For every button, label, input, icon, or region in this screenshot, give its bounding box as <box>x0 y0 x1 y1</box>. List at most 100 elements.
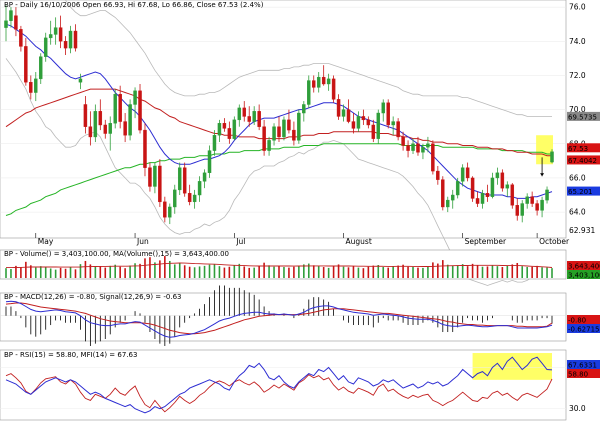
price-panel: BP - Daily 16/10/2006 Open 66.93, Hi 67.… <box>0 0 600 286</box>
candle-body <box>187 193 192 203</box>
candle <box>212 130 217 156</box>
candle-body <box>490 177 495 197</box>
candle <box>505 181 510 197</box>
candle <box>143 123 147 177</box>
candle-body <box>272 126 276 141</box>
ma20-line <box>5 23 553 199</box>
candle <box>282 116 286 141</box>
candle-body <box>177 167 182 191</box>
candle-body <box>237 107 242 121</box>
price-x-label: September <box>465 237 507 246</box>
candle <box>530 191 534 207</box>
candle <box>341 104 346 122</box>
candle-body <box>485 193 490 197</box>
candle <box>133 87 137 119</box>
candle <box>421 143 425 160</box>
candle <box>535 200 539 216</box>
price-label-close-bg <box>567 143 600 153</box>
candle <box>63 36 68 55</box>
candle <box>252 106 256 125</box>
macd-panel: BP - MACD(12,26) = -0.80, Signal(12,26,9… <box>0 285 600 346</box>
candle <box>128 99 132 141</box>
candle <box>361 109 366 125</box>
candle-body <box>316 76 321 88</box>
macd-label-signal-bg <box>567 324 600 333</box>
candle <box>108 116 112 151</box>
candle <box>242 101 246 122</box>
candle <box>431 140 435 175</box>
candle <box>312 75 316 93</box>
candle <box>297 109 301 144</box>
candle <box>53 17 58 45</box>
price-arrow-marker <box>540 157 545 177</box>
price-y-tick: 72.0 <box>569 71 586 80</box>
candle <box>29 75 33 100</box>
ma200-line <box>5 143 552 216</box>
candle <box>336 94 341 120</box>
candle-body <box>356 116 361 129</box>
candle-body <box>426 143 430 148</box>
candle-body <box>500 172 505 189</box>
candle <box>232 116 237 141</box>
candle-body <box>436 170 440 180</box>
candle <box>450 189 455 209</box>
candle <box>326 73 331 91</box>
candle <box>455 177 460 199</box>
macd-title: BP - MACD(12,26) = -0.80, Signal(12,26,9… <box>4 293 181 301</box>
candle <box>138 83 142 134</box>
candle <box>68 25 73 54</box>
candle <box>43 32 48 62</box>
candle <box>19 25 23 52</box>
candle-body <box>386 102 390 126</box>
candle-body <box>455 181 460 196</box>
candle <box>272 123 276 146</box>
candle <box>267 136 271 156</box>
candle-body <box>292 129 296 141</box>
candle <box>321 65 326 86</box>
candle <box>500 169 505 192</box>
candle <box>14 7 18 37</box>
candle <box>173 184 177 214</box>
candle-body <box>381 102 385 114</box>
price-x-label: October <box>539 237 570 246</box>
macd-label-macd: -0.80 <box>568 317 586 325</box>
candle-body <box>361 116 366 121</box>
macd-lines <box>5 300 553 338</box>
candle-body <box>123 121 127 136</box>
price-y-tick: 70.0 <box>569 105 586 114</box>
candle-body <box>252 111 256 122</box>
candle-body <box>287 119 291 131</box>
candle <box>182 162 187 197</box>
candle <box>470 176 475 202</box>
candle-body <box>321 76 326 85</box>
price-label-ma20-bg <box>567 186 600 196</box>
candle <box>465 162 470 182</box>
price-label-close: 67.53 <box>568 145 588 153</box>
rsi-title: BP - RSI(15) = 58.80, MFI(14) = 67.63 <box>4 351 137 359</box>
candle <box>222 118 227 132</box>
candle-body <box>277 126 281 138</box>
candle-body <box>525 196 529 204</box>
candle <box>371 119 376 143</box>
volume-title: BP - Volume() = 3,403,100.00, MA(Volume(… <box>4 250 229 258</box>
candle <box>545 186 549 204</box>
candle <box>346 99 351 124</box>
candle-body <box>98 111 103 126</box>
candle-body <box>4 20 8 28</box>
candle-body <box>83 104 88 127</box>
candle <box>480 189 485 209</box>
bollinger-upper-line <box>64 0 552 117</box>
candle-body <box>222 123 227 129</box>
candle-body <box>475 198 480 204</box>
candle <box>9 7 13 28</box>
candle <box>113 89 117 129</box>
volume-label-ma-bg <box>567 261 600 270</box>
rsi-panel: BP - RSI(15) = 58.80, MFI(14) = 67.63 70… <box>0 349 600 421</box>
candle <box>441 176 445 211</box>
price-x-label: August <box>346 237 372 246</box>
candle-body <box>34 78 38 93</box>
candle-body <box>550 151 554 163</box>
candle <box>153 162 157 194</box>
candle <box>411 138 415 155</box>
rsi-lines <box>0 356 566 414</box>
